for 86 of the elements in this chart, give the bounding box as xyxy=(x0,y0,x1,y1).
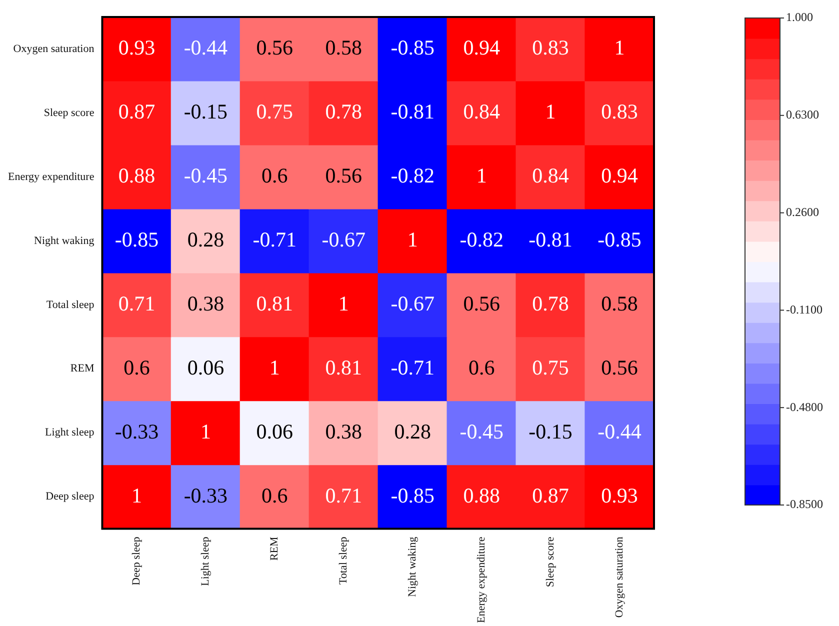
data-label: 0.84 xyxy=(463,99,500,124)
data-label: -0.15 xyxy=(528,419,572,444)
data-label: -0.33 xyxy=(184,483,228,508)
y-tick-label: Oxygen saturation xyxy=(13,42,95,55)
x-tick-label: Total sleep xyxy=(338,536,350,585)
data-label: -0.85 xyxy=(598,227,642,252)
y-tick-label: Light sleep xyxy=(45,426,95,439)
data-label: 0.71 xyxy=(118,291,156,316)
color-bar-label: 0.2600 xyxy=(786,204,819,219)
data-label: 0.56 xyxy=(325,163,362,188)
data-label: -0.82 xyxy=(460,227,504,252)
x-tick-label: Deep sleep xyxy=(130,536,143,586)
data-label: 0.06 xyxy=(256,419,294,444)
data-label: 0.83 xyxy=(601,99,638,124)
y-tick-label: Sleep score xyxy=(44,106,94,119)
color-bar-label: -0.1100 xyxy=(786,302,823,316)
data-label: 1 xyxy=(407,227,418,252)
data-label: 0.71 xyxy=(325,483,362,508)
x-tick-label: REM xyxy=(268,536,281,561)
data-label: -0.15 xyxy=(184,99,228,124)
data-label: -0.67 xyxy=(322,227,366,252)
data-label: 1 xyxy=(269,355,280,380)
data-label: 1 xyxy=(476,163,487,188)
data-label: -0.45 xyxy=(184,163,228,188)
data-label: 0.75 xyxy=(256,99,294,124)
x-tick-label: Night waking xyxy=(406,536,418,597)
data-label: -0.85 xyxy=(114,227,159,252)
y-tick-label: Deep sleep xyxy=(46,490,95,503)
data-label: 0.6 xyxy=(468,355,495,380)
data-label: 0.58 xyxy=(325,36,362,60)
data-label: -0.44 xyxy=(598,419,642,444)
data-label: 0.81 xyxy=(256,291,294,316)
data-label: 1 xyxy=(200,419,211,444)
data-label: 1 xyxy=(614,36,625,60)
data-label: 0.83 xyxy=(532,36,569,60)
color-bar-label: 0.6300 xyxy=(786,108,819,122)
data-label: 0.88 xyxy=(118,163,156,188)
data-label: 0.78 xyxy=(325,99,362,124)
data-label: 0.56 xyxy=(256,36,294,60)
data-label: 0.28 xyxy=(394,419,431,444)
data-label: 0.81 xyxy=(325,355,362,380)
data-label: 1 xyxy=(131,483,142,508)
data-label: -0.81 xyxy=(528,227,572,252)
data-label: 0.6 xyxy=(124,355,150,380)
data-label: -0.67 xyxy=(390,291,434,316)
x-tick-label: Oxygen saturation xyxy=(613,536,626,618)
data-label: 1 xyxy=(545,99,556,124)
data-label: 0.38 xyxy=(325,419,362,444)
data-label: -0.45 xyxy=(460,419,504,444)
y-tick-label: REM xyxy=(70,362,94,375)
data-label: 0.06 xyxy=(187,355,224,380)
color-bar-label: 1.000 xyxy=(786,10,813,24)
data-label: 0.78 xyxy=(532,291,569,316)
data-label: 0.93 xyxy=(601,483,638,508)
data-label: 0.28 xyxy=(187,227,224,252)
x-tick-label: Sleep score xyxy=(544,536,556,588)
data-label: 0.93 xyxy=(118,36,156,60)
data-label: 0.84 xyxy=(532,163,570,188)
data-label: 0.87 xyxy=(118,99,156,124)
data-label: 0.75 xyxy=(532,355,569,380)
x-tick-label: Energy expenditure xyxy=(475,536,488,624)
data-label: -0.44 xyxy=(184,36,228,60)
color-bar-label: -0.4800 xyxy=(786,400,823,414)
data-label: -0.81 xyxy=(390,99,434,124)
x-tick-label: Light sleep xyxy=(200,536,212,586)
data-label: 0.88 xyxy=(463,483,500,508)
data-label: -0.85 xyxy=(390,36,434,60)
data-label: 0.87 xyxy=(532,483,569,508)
data-label: -0.82 xyxy=(390,163,434,188)
data-label: -0.33 xyxy=(114,419,159,444)
y-tick-label: Total sleep xyxy=(46,298,95,311)
data-label: 1 xyxy=(338,291,349,316)
data-label: 0.94 xyxy=(463,36,500,60)
data-label: -0.71 xyxy=(252,227,297,252)
data-label: 0.6 xyxy=(262,163,288,188)
data-label: -0.85 xyxy=(390,483,434,508)
data-label: 0.56 xyxy=(601,355,638,380)
data-label: 0.38 xyxy=(187,291,224,316)
y-tick-label: Night waking xyxy=(34,234,95,247)
color-bar-label: -0.8500 xyxy=(786,497,823,512)
data-label: 0.56 xyxy=(463,291,500,316)
data-label: 0.94 xyxy=(601,163,638,188)
data-label: 0.58 xyxy=(601,291,638,316)
data-label: 0.6 xyxy=(262,483,288,508)
y-tick-label: Energy expenditure xyxy=(8,170,94,183)
data-label: -0.71 xyxy=(390,355,434,380)
